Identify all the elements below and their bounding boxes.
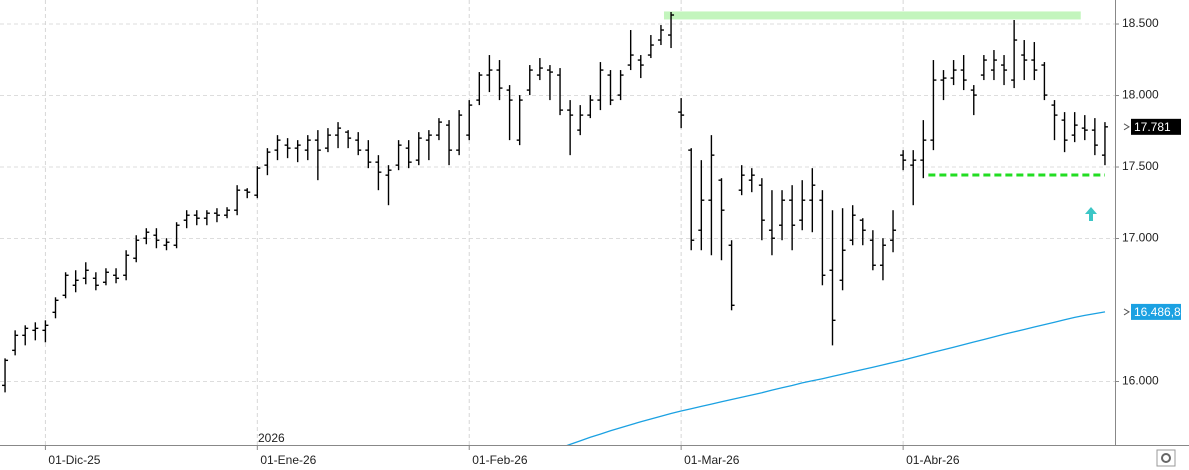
last-price-box — [1131, 118, 1181, 135]
moving-average-price-box — [1131, 303, 1181, 320]
y-tick-label: 16.000 — [1122, 374, 1159, 388]
y-tick-label: 17.000 — [1122, 231, 1159, 245]
year-label: 2026 — [258, 431, 285, 445]
last-price-pointer — [1123, 123, 1130, 131]
x-tick-label: 01-Feb-26 — [472, 453, 528, 467]
x-tick-label: 01-Mar-26 — [684, 453, 740, 467]
x-tick-label: 01-Dic-25 — [48, 453, 100, 467]
plot-area — [2, 11, 1108, 445]
moving-average-price-label: 16.486,8 — [1134, 305, 1181, 319]
grid — [0, 0, 1115, 445]
last-price-label: 17.781 — [1134, 120, 1171, 134]
x-tick-label: 01-Ene-26 — [260, 453, 316, 467]
moving-average-line — [566, 311, 1106, 445]
y-tick-label: 17.500 — [1122, 159, 1159, 173]
resistance-band — [663, 11, 1081, 20]
up-arrow-icon — [1085, 207, 1097, 221]
y-tick-label: 18.500 — [1122, 16, 1159, 30]
moving-average-price-pointer — [1123, 308, 1130, 316]
y-tick-label: 18.000 — [1122, 88, 1159, 102]
x-tick-label: 01-Abr-26 — [906, 453, 960, 467]
settings-icon[interactable] — [1156, 449, 1176, 467]
